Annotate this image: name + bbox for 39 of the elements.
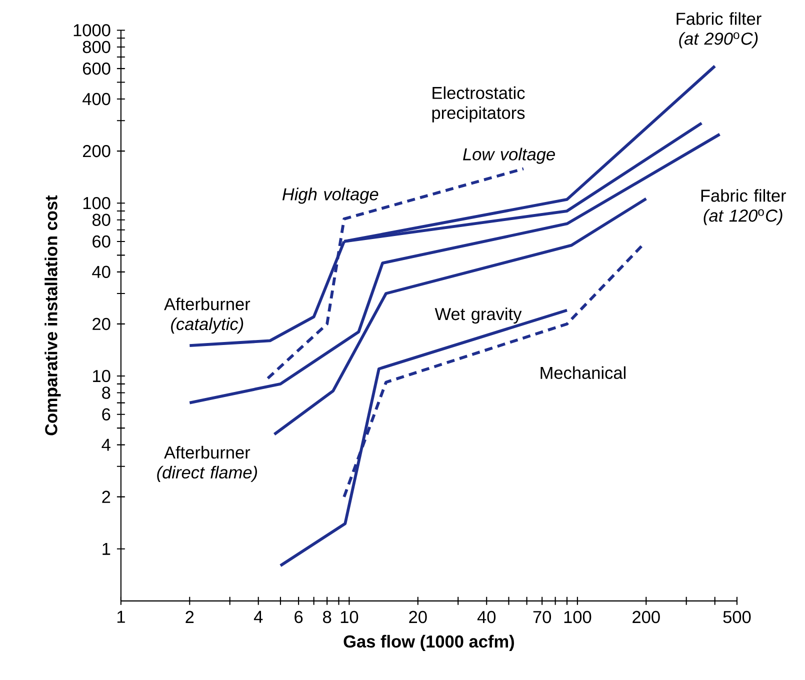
x-tick-label: 500 <box>723 610 751 623</box>
y-tick-label: 10 <box>93 370 110 382</box>
y-tick-label: 1000 <box>74 24 110 36</box>
y-axis-title: Comparative installation cost <box>44 195 61 436</box>
y-tick-label: 4 <box>102 438 110 451</box>
annotation: Low voltage <box>463 148 555 164</box>
y-tick-label: 60 <box>92 235 110 248</box>
annotation: Afterburner (catalytic) <box>164 297 250 334</box>
x-tick-label: 70 <box>533 610 552 623</box>
annotation: Afterburner (direct flame) <box>157 446 257 482</box>
y-tick-label: 6 <box>102 408 110 420</box>
y-tick-label: 40 <box>92 266 110 278</box>
x-tick-label: 4 <box>254 610 263 623</box>
x-tick-label: 6 <box>294 610 303 623</box>
y-tick-label: 200 <box>83 144 110 158</box>
x-tick-label: 200 <box>632 610 660 623</box>
y-tick-label: 20 <box>92 318 110 330</box>
y-tick-label: 80 <box>92 214 110 226</box>
annotation: Wet gravity <box>434 307 522 324</box>
annotation: Fabric filter (at 290$^{o}$C) <box>676 12 762 48</box>
x-tick-label: 1 <box>117 610 125 623</box>
y-tick-label: 8 <box>102 386 110 399</box>
x-tick-label: 10 <box>340 610 358 623</box>
y-tick-label: 2 <box>102 490 110 503</box>
annotation: Fabric filter (at 120$^{o}$C) <box>701 188 786 226</box>
x-tick-label: 2 <box>186 610 194 623</box>
y-tick-label: 100 <box>83 196 110 210</box>
y-tick-label: 800 <box>82 40 110 53</box>
x-axis-title: Gas flow (1000 acfm) <box>344 634 514 651</box>
annotation: High voltage <box>282 188 378 204</box>
x-tick-label: 40 <box>477 610 496 623</box>
annotation: Mechanical <box>540 366 626 379</box>
annotation: Electrostatic precipitators <box>432 86 525 122</box>
y-tick-label: 1 <box>102 542 110 555</box>
x-tick-label: 8 <box>323 610 332 623</box>
y-tick-label: 600 <box>83 62 110 75</box>
y-tick-label: 400 <box>82 92 110 105</box>
x-tick-label: 20 <box>409 610 427 623</box>
x-tick-label: 100 <box>564 610 592 623</box>
